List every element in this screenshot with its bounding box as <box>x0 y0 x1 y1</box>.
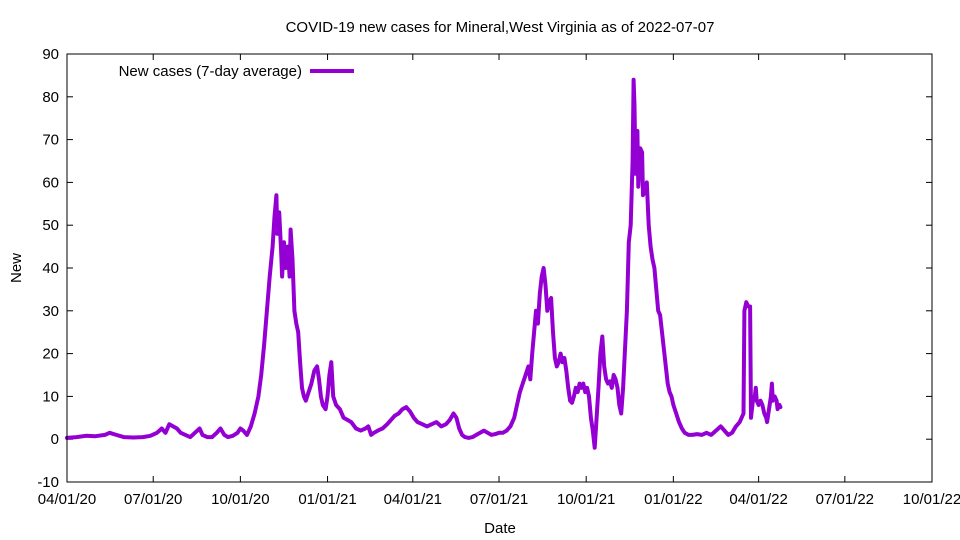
x-tick-label: 07/01/22 <box>816 491 874 508</box>
x-tick-label: 10/01/20 <box>211 491 269 508</box>
y-tick-label: 30 <box>42 303 59 320</box>
y-tick-label: -10 <box>37 474 59 491</box>
y-tick-label: 90 <box>42 46 59 63</box>
x-tick-label: 10/01/22 <box>903 491 960 508</box>
x-tick-label: 01/01/22 <box>644 491 702 508</box>
axis-ticks: -10 0 10 20 30 40 50 60 70 80 90 04/01/20 07/01/20 10… <box>37 46 960 508</box>
series-line <box>65 77 783 450</box>
x-tick-label: 04/01/21 <box>384 491 442 508</box>
y-axis-label: New <box>8 253 25 283</box>
y-tick-label: 40 <box>42 260 59 277</box>
x-tick-label: 07/01/21 <box>470 491 528 508</box>
legend: New cases (7-day average) <box>119 63 354 80</box>
x-tick-label: 07/01/20 <box>124 491 182 508</box>
x-tick-label: 04/01/22 <box>729 491 787 508</box>
y-tick-label: 10 <box>42 388 59 405</box>
y-tick-label: 50 <box>42 217 59 234</box>
series-group <box>65 77 783 450</box>
x-axis-label: Date <box>484 520 516 537</box>
x-tick-label: 10/01/21 <box>557 491 615 508</box>
y-tick-label: 20 <box>42 346 59 363</box>
x-tick-label: 01/01/21 <box>298 491 356 508</box>
chart-title: COVID-19 new cases for Mineral,West Virg… <box>286 19 715 36</box>
legend-label: New cases (7-day average) <box>119 63 302 80</box>
y-tick-label: 80 <box>42 89 59 106</box>
y-tick-label: 60 <box>42 174 59 191</box>
plot-frame <box>66 53 933 483</box>
x-tick-label: 04/01/20 <box>38 491 96 508</box>
y-tick-label: 0 <box>51 431 59 448</box>
y-tick-label: 70 <box>42 132 59 149</box>
